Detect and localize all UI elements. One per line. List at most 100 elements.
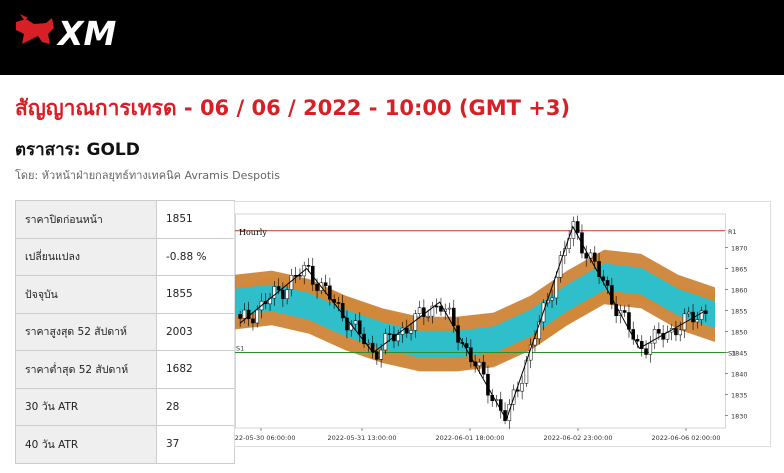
candle-body	[340, 302, 345, 319]
stat-label: ราคาต่ำสุด 52 สัปดาห์	[15, 350, 157, 389]
candle-body	[242, 309, 247, 319]
x-tick-label: 2022-06-01 18:00:00	[435, 434, 504, 442]
table-row: ราคาต่ำสุด 52 สัปดาห์ 1682	[15, 350, 235, 389]
stat-label: 30 วัน ATR	[15, 387, 157, 426]
y-tick-label: 1855	[731, 308, 748, 316]
candle-body	[507, 404, 512, 421]
table-row: ราคาปิดก่อนหน้า 1851	[15, 200, 235, 239]
y-tick-label: 1840	[731, 370, 748, 378]
stat-value: 1682	[156, 350, 235, 389]
stat-value: 28	[156, 387, 235, 426]
candle-body	[520, 382, 524, 392]
candle-body	[554, 276, 559, 299]
y-tick-label: 1870	[731, 245, 748, 253]
candle-body	[686, 311, 691, 315]
candle-body	[396, 334, 401, 342]
stat-value: 1851	[156, 200, 235, 239]
candle-body	[447, 307, 452, 310]
candle-body	[379, 349, 383, 360]
candle-body	[306, 265, 311, 267]
stat-label: ปัจจุบัน	[15, 275, 157, 314]
level-label-left: S1	[236, 344, 244, 352]
inner-band	[235, 263, 715, 358]
logo-text: XM	[56, 14, 116, 48]
candle-body	[575, 221, 580, 233]
price-chart: R1 S1 S1 1830 1835 1840 1845 1850 1855 1860 1865 18…	[234, 201, 771, 447]
candle-body	[251, 318, 255, 324]
candle-body	[592, 252, 597, 262]
y-tick-label: 1830	[731, 412, 748, 420]
instrument-label: ตราสาร: GOLD	[15, 140, 140, 160]
stat-label: เปลี่ยนแปลง	[15, 237, 157, 276]
candle-body	[464, 343, 469, 348]
candle-body	[439, 305, 443, 312]
candle-body	[353, 320, 358, 325]
candle-body	[477, 361, 482, 367]
candle-body	[366, 342, 371, 345]
candle-body	[323, 282, 328, 287]
y-tick-label: 1860	[731, 287, 748, 295]
stat-label: 40 วัน ATR	[15, 425, 157, 464]
candle-body	[417, 307, 422, 314]
table-row: ราคาสูงสุด 52 สัปดาห์ 2003	[15, 312, 235, 351]
table-row: 40 วัน ATR 37	[15, 425, 235, 464]
x-tick-label: 2022-05-30 06:00:00	[235, 434, 296, 442]
zigzag-line	[239, 225, 707, 421]
candle-body	[597, 261, 601, 277]
chart-title: Hourly	[239, 228, 267, 237]
bull-icon	[16, 14, 54, 44]
xm-logo[interactable]: XM	[12, 14, 132, 48]
candle-body	[387, 333, 392, 335]
candle-body	[404, 327, 409, 334]
candle-body	[375, 351, 379, 360]
candle-body	[639, 340, 644, 349]
stat-value: 2003	[156, 312, 235, 351]
candle-body	[657, 329, 661, 334]
stat-value: 37	[156, 425, 235, 464]
y-tick-label: 1850	[731, 328, 748, 336]
candle-body	[426, 315, 430, 318]
candle-body	[661, 333, 665, 340]
chart-canvas: R1 S1 S1 1830 1835 1840 1845 1850 1855 1860 1865 18…	[235, 213, 748, 442]
candle-body	[315, 284, 319, 291]
candle-body	[413, 313, 418, 331]
candle-body	[238, 314, 242, 319]
candle-body	[674, 328, 678, 336]
candle-body	[281, 289, 285, 299]
stat-label: ราคาสูงสุด 52 สัปดาห์	[15, 312, 157, 351]
x-tick-label: 2022-06-06 02:00:00	[651, 434, 720, 442]
candle-body	[652, 329, 657, 344]
candle-body	[699, 310, 704, 320]
candle-body	[537, 321, 542, 340]
x-tick-label: 2022-05-31 13:00:00	[327, 434, 396, 442]
candle-body	[328, 285, 332, 300]
candle-body	[601, 276, 606, 281]
candle-body	[310, 265, 315, 285]
candle-body	[610, 285, 614, 305]
table-row: ปัจจุบัน 1855	[15, 275, 235, 314]
stats-table: ราคาปิดก่อนหน้า 1851 เปลี่ยนแปลง -0.88 % ป…	[15, 200, 235, 464]
candle-body	[285, 289, 289, 299]
candle-body	[678, 329, 683, 336]
level-label-r1: R1	[728, 228, 737, 236]
candle-body	[422, 307, 426, 317]
candle-body	[622, 310, 627, 313]
candle-body	[272, 286, 277, 299]
candle-body	[481, 361, 486, 375]
candle-body	[644, 348, 648, 355]
candle-body	[434, 305, 439, 308]
candle-body	[695, 319, 700, 323]
candle-body	[357, 320, 362, 335]
candle-body	[255, 309, 260, 324]
x-tick-label: 2022-06-02 23:00:00	[543, 434, 612, 442]
candle-body	[605, 280, 610, 286]
candle-body	[409, 330, 413, 334]
candle-body	[276, 286, 281, 291]
author-byline: โดย: หัวหน้าฝ่ายกลยุทธ์ทางเทคนิค Avramis…	[15, 169, 280, 182]
y-tick-label: 1835	[731, 391, 748, 399]
candle-body	[550, 297, 554, 301]
candle-body	[336, 302, 341, 304]
level-label-s1: S1	[728, 349, 736, 357]
candle-body	[451, 307, 456, 326]
stat-value: -0.88 %	[156, 237, 235, 276]
